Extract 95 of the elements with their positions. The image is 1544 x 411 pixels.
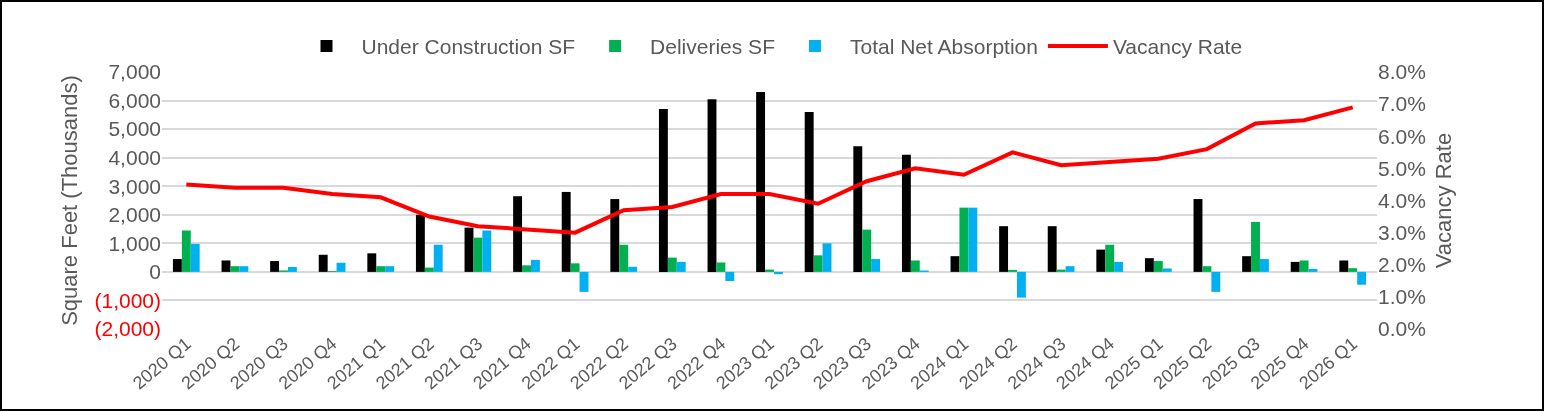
bar bbox=[804, 111, 814, 272]
bar bbox=[871, 259, 881, 272]
y-tick-label: (2,000) bbox=[94, 317, 161, 341]
bar bbox=[433, 244, 443, 272]
bar bbox=[725, 271, 735, 282]
bar bbox=[1016, 271, 1026, 298]
y2-tick-label: 4.0% bbox=[1378, 188, 1426, 212]
y-tick-label: 6,000 bbox=[108, 88, 161, 112]
bar bbox=[1065, 266, 1075, 272]
bar bbox=[1339, 260, 1349, 272]
y-tick-label: 5,000 bbox=[108, 117, 161, 141]
bar bbox=[367, 253, 377, 272]
bar bbox=[561, 191, 571, 272]
bar bbox=[1096, 249, 1106, 272]
bar bbox=[385, 266, 395, 272]
legend-label: Total Net Absorption bbox=[849, 35, 1038, 59]
y2-axis-title: Vacancy Rate bbox=[1430, 132, 1456, 269]
bar bbox=[1242, 256, 1252, 272]
bar bbox=[756, 91, 766, 272]
bar bbox=[415, 214, 425, 272]
bar bbox=[667, 257, 677, 272]
bar bbox=[773, 271, 783, 275]
bar bbox=[1348, 268, 1358, 272]
y-tick-label: 4,000 bbox=[108, 146, 161, 170]
bar bbox=[1299, 260, 1309, 272]
y2-tick-label: 2.0% bbox=[1378, 253, 1426, 277]
bar bbox=[862, 229, 872, 272]
bar bbox=[716, 262, 726, 272]
y-tick-label: (1,000) bbox=[94, 288, 161, 312]
bar bbox=[530, 259, 540, 272]
bar bbox=[376, 266, 386, 272]
bar bbox=[1290, 261, 1300, 272]
bar bbox=[910, 260, 920, 272]
bar bbox=[822, 243, 832, 272]
y-tick-label: 0 bbox=[149, 260, 161, 284]
bar bbox=[424, 267, 434, 272]
y-tick-label: 3,000 bbox=[108, 174, 161, 198]
y-tick-label: 2,000 bbox=[108, 203, 161, 227]
bar bbox=[287, 267, 297, 272]
line-series bbox=[184, 105, 1355, 235]
bar bbox=[1105, 244, 1115, 272]
bar bbox=[1162, 268, 1172, 272]
bar bbox=[628, 266, 638, 272]
bar bbox=[221, 260, 231, 272]
bar bbox=[1308, 269, 1318, 272]
bar bbox=[959, 207, 969, 272]
bar bbox=[619, 244, 629, 272]
bar bbox=[853, 146, 863, 272]
bar bbox=[181, 230, 191, 272]
bar bbox=[270, 261, 280, 272]
bar bbox=[901, 154, 911, 272]
bar bbox=[610, 199, 620, 272]
bar bbox=[1153, 261, 1163, 272]
bar bbox=[579, 271, 589, 292]
bar bbox=[676, 261, 686, 272]
bar bbox=[1193, 199, 1203, 272]
bar bbox=[1357, 271, 1367, 285]
bar bbox=[1008, 269, 1017, 272]
bar bbox=[1056, 269, 1066, 272]
bar bbox=[1259, 259, 1269, 272]
y-tick-label: 7,000 bbox=[108, 60, 161, 84]
bar bbox=[1202, 266, 1212, 272]
bar bbox=[1211, 271, 1221, 292]
bar bbox=[1251, 221, 1260, 272]
bar bbox=[950, 256, 960, 272]
y2-tick-label: 1.0% bbox=[1378, 285, 1426, 309]
bar bbox=[1114, 261, 1124, 272]
bar bbox=[190, 243, 200, 272]
bar bbox=[765, 269, 774, 272]
bar bbox=[172, 259, 182, 272]
bar bbox=[1144, 258, 1154, 272]
bar bbox=[473, 237, 483, 272]
bar bbox=[570, 263, 580, 272]
bar bbox=[239, 266, 249, 272]
bar bbox=[999, 226, 1009, 272]
legend-label: Under Construction SF bbox=[361, 35, 576, 59]
bar bbox=[230, 266, 240, 272]
bar bbox=[318, 254, 328, 272]
bar bbox=[482, 230, 492, 272]
y2-tick-label: 6.0% bbox=[1378, 124, 1426, 148]
bar bbox=[968, 207, 978, 272]
y2-tick-label: 3.0% bbox=[1378, 220, 1426, 244]
y2-tick-label: 0.0% bbox=[1378, 317, 1426, 341]
y-axis-title: Square Feet (Thousands) bbox=[57, 75, 83, 326]
bar bbox=[813, 255, 823, 272]
y2-tick-label: 5.0% bbox=[1378, 156, 1426, 180]
legend-label: Vacancy Rate bbox=[1112, 35, 1243, 59]
legend-label: Deliveries SF bbox=[650, 35, 775, 59]
y2-tick-label: 7.0% bbox=[1378, 92, 1426, 116]
bar bbox=[513, 196, 523, 272]
bar bbox=[658, 109, 668, 272]
bar bbox=[522, 265, 531, 272]
bar bbox=[1047, 226, 1057, 272]
y-tick-label: 1,000 bbox=[108, 231, 161, 255]
y2-tick-label: 8.0% bbox=[1378, 60, 1426, 84]
